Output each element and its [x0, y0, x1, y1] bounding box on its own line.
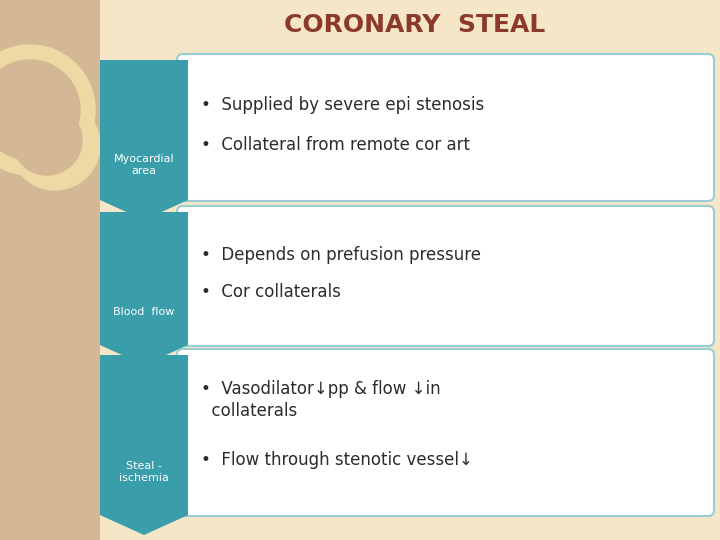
Text: •  Cor collaterals: • Cor collaterals [201, 283, 341, 301]
Text: •  Flow through stenotic vessel↓: • Flow through stenotic vessel↓ [201, 451, 473, 469]
Polygon shape [0, 0, 100, 540]
Text: Steal -
ischemia: Steal - ischemia [119, 461, 169, 483]
FancyBboxPatch shape [177, 54, 714, 201]
Circle shape [12, 105, 82, 175]
Text: •  Depends on prefusion pressure: • Depends on prefusion pressure [201, 246, 481, 264]
Text: CORONARY  STEAL: CORONARY STEAL [284, 13, 546, 37]
Polygon shape [100, 212, 188, 365]
Circle shape [0, 45, 95, 175]
Text: Blood  flow: Blood flow [113, 307, 175, 317]
Text: Myocardial
area: Myocardial area [114, 154, 174, 176]
Polygon shape [100, 60, 188, 220]
FancyBboxPatch shape [177, 206, 714, 346]
Circle shape [10, 100, 100, 190]
Text: •  Supplied by severe epi stenosis: • Supplied by severe epi stenosis [201, 96, 485, 114]
Text: •  Collateral from remote cor art: • Collateral from remote cor art [201, 136, 470, 154]
FancyBboxPatch shape [177, 349, 714, 516]
Polygon shape [100, 355, 188, 535]
Text: •  Vasodilator↓pp & flow ↓in
  collaterals: • Vasodilator↓pp & flow ↓in collaterals [201, 380, 441, 420]
Circle shape [0, 60, 80, 160]
